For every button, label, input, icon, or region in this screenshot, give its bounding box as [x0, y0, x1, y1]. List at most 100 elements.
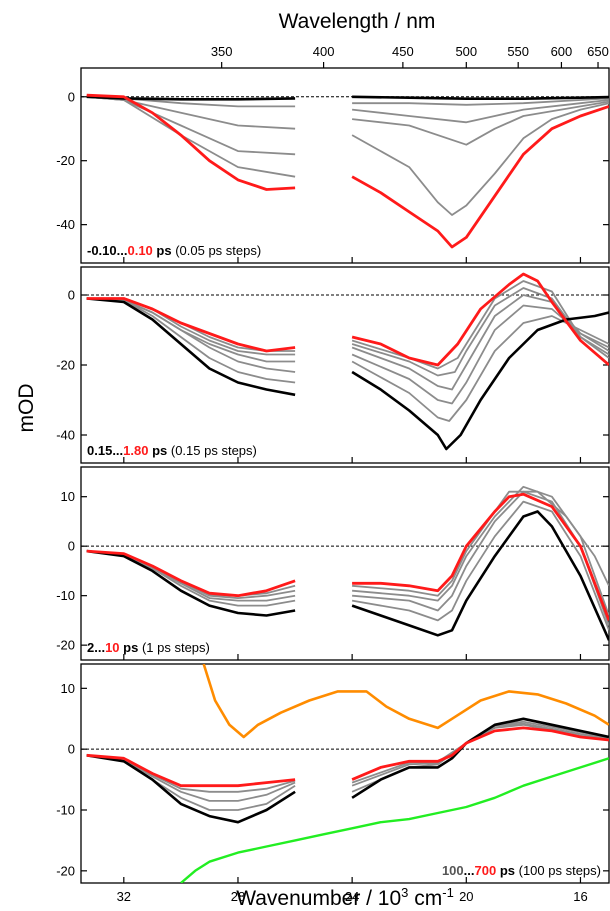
panel-label-1: -0.10...0.10 ps (0.05 ps steps) — [87, 243, 261, 258]
panel-label-part-3-4: (1 ps steps) — [138, 640, 210, 655]
grey-trace-left-1-1 — [86, 95, 296, 130]
top-tick-label-600: 600 — [551, 44, 573, 59]
red-trace-right-1 — [351, 105, 609, 249]
grey-trace-right-3-0 — [351, 500, 609, 631]
bottom-tick-label-24: 24 — [345, 889, 359, 904]
panel-label-part-4-4: (100 ps steps) — [515, 863, 601, 878]
y-tick-label-1--20: -20 — [56, 153, 75, 168]
panel-label-part-1-4: (0.05 ps steps) — [172, 243, 262, 258]
y-tick-label-4--10: -10 — [56, 803, 75, 818]
y-tick-label-4--20: -20 — [56, 863, 75, 878]
y-tick-label-2-0: 0 — [68, 288, 75, 303]
grey-trace-right-2-0 — [351, 315, 609, 422]
y-tick-label-2--40: -40 — [56, 428, 75, 443]
grey-trace-left-2-4 — [86, 297, 296, 352]
grey-trace-right-1-1 — [351, 99, 609, 124]
panel-frame-3 — [80, 466, 610, 661]
panel-label-part-3-1: ... — [94, 640, 105, 655]
panel-4: 100-10-20 100...700 ps (100 ps steps) — [56, 663, 610, 884]
top-tick-label-400: 400 — [313, 44, 335, 59]
y-tick-label-1-0: 0 — [68, 89, 75, 104]
bottom-tick-label-32: 32 — [117, 889, 131, 904]
panel-data-1 — [86, 93, 609, 249]
grey-trace-left-1-3 — [86, 95, 296, 178]
red-trace-left-1 — [86, 93, 296, 191]
panel-label-part-4-0: 100 — [442, 863, 464, 878]
panel-data-3 — [86, 485, 609, 641]
panel-2: 0 -20 -40 0.15...1.80 ps (0.15 ps steps) — [56, 266, 610, 464]
grey-trace-right-3-1 — [352, 490, 609, 626]
red-trace-right-4 — [351, 726, 609, 781]
bottom-axis-title-sup: 3 — [401, 885, 408, 900]
top-tick-label-350: 350 — [211, 44, 233, 59]
grey-trace-right-3-2 — [352, 485, 609, 616]
panel-data-2 — [86, 272, 609, 451]
top-tick-label-550: 550 — [507, 44, 529, 59]
panel-label-part-3-2: 10 — [105, 640, 119, 655]
panel-label-part-3-3: ps — [120, 640, 139, 655]
grey-trace-right-1-3 — [351, 102, 609, 216]
panel-frame-4 — [80, 663, 610, 884]
panel-label-part-2-1: ... — [112, 443, 123, 458]
black-trace-right-1 — [352, 95, 609, 100]
y-tick-label-3-0: 0 — [68, 539, 75, 554]
panel-label-part-4-3: ps — [496, 863, 515, 878]
red-trace-left-2 — [86, 297, 296, 353]
panel-label-part-1-3: ps — [153, 243, 172, 258]
y-tick-label-3--20: -20 — [56, 638, 75, 653]
grey-trace-right-2-4 — [351, 280, 609, 370]
grey-trace-left-3-0 — [86, 550, 296, 607]
y-tick-label-3-10: 10 — [61, 489, 75, 504]
bottom-axis-title-tail: cm — [408, 887, 442, 910]
panel-label-2: 0.15...1.80 ps (0.15 ps steps) — [87, 443, 257, 458]
panel-frame-1 — [80, 67, 610, 264]
bottom-axis: 32 28 24 20 16 — [117, 889, 588, 904]
grey-trace-left-2-0 — [86, 297, 296, 384]
top-axis: 350 400 450 500 550 600 650 — [211, 44, 609, 68]
black-trace-left-1 — [86, 95, 296, 101]
panel-label-part-2-0: 0.15 — [87, 443, 112, 458]
panel-1: 0 -20 -40 -0.10...0.10 ps (0.05 ps steps) — [56, 67, 610, 264]
bottom-tick-label-16: 16 — [573, 889, 587, 904]
red-trace-left-4 — [86, 753, 296, 788]
top-tick-label-450: 450 — [392, 44, 414, 59]
grey-trace-right-1-0 — [352, 97, 609, 106]
black-trace-left-4 — [86, 754, 296, 824]
y-tick-label-4-0: 0 — [68, 742, 75, 757]
top-tick-label-500: 500 — [455, 44, 477, 59]
bottom-axis-title: Wavenumber / 103 cm-1 — [236, 885, 454, 910]
grey-trace-right-2-3 — [351, 287, 609, 377]
panel-label-3: 2...10 ps (1 ps steps) — [87, 640, 210, 655]
panel-label-part-1-2: 0.10 — [127, 243, 152, 258]
red-trace-right-3 — [352, 492, 609, 621]
panel-label-part-4-2: 700 — [475, 863, 497, 878]
y-tick-label-4-10: 10 — [61, 681, 75, 696]
panel-label-part-2-3: ps — [148, 443, 167, 458]
top-tick-label-650: 650 — [587, 44, 609, 59]
orange-trace — [202, 664, 609, 739]
red-trace-right-2 — [351, 272, 609, 367]
panel-data-4 — [86, 664, 609, 883]
panel-label-4: 100...700 ps (100 ps steps) — [442, 863, 601, 878]
y-tick-label-2--20: -20 — [56, 358, 75, 373]
panel-label-part-2-2: 1.80 — [123, 443, 148, 458]
red-trace-left-3 — [86, 549, 296, 598]
panel-label-part-4-1: ... — [464, 863, 475, 878]
panel-3: 100-10-20 2...10 ps (1 ps steps) — [56, 466, 610, 661]
panel-label-part-1-0: -0.10 — [87, 243, 117, 258]
bottom-tick-label-20: 20 — [459, 889, 473, 904]
black-trace-left-3 — [86, 549, 296, 617]
y-tick-label-1--40: -40 — [56, 217, 75, 232]
black-trace-left-2 — [86, 297, 296, 397]
panel-label-part-3-0: 2 — [87, 640, 94, 655]
black-trace-right-2 — [351, 311, 609, 451]
grey-trace-left-2-2 — [86, 297, 296, 363]
top-axis-title: Wavelength / nm — [279, 10, 436, 33]
panel-label-part-2-4: (0.15 ps steps) — [167, 443, 257, 458]
grey-trace-right-1-2 — [351, 100, 609, 146]
bottom-tick-label-28: 28 — [231, 889, 245, 904]
black-trace-right-3 — [351, 510, 609, 641]
y-tick-label-3--10: -10 — [56, 588, 75, 603]
y-axis-title: mOD — [15, 384, 38, 433]
